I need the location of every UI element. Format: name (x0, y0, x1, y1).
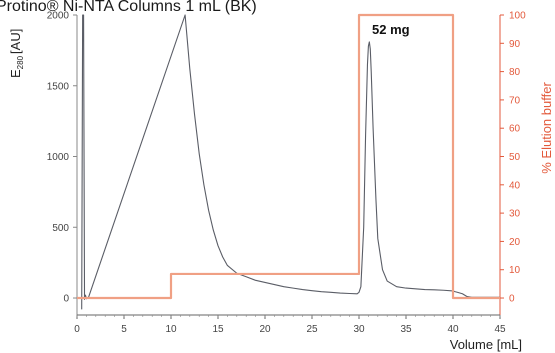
plot-area (76, 15, 501, 316)
series-layer (77, 13, 500, 310)
elution-buffer-line (77, 13, 500, 300)
x-tick-label: 25 (306, 324, 318, 335)
left-y-axis-label-unit: [AU] (8, 29, 23, 54)
right-y-tick-label: 50 (509, 152, 521, 163)
x-tick-label: 45 (494, 324, 506, 335)
left-y-tick-label: 0 (63, 294, 69, 305)
x-tick-label: 40 (447, 324, 459, 335)
right-y-ticks: 0 10 20 30 40 50 60 70 80 90 100 (500, 11, 526, 305)
left-y-tick-label: 500 (52, 223, 69, 234)
x-axis-label: Volume [mL] (450, 337, 522, 352)
left-y-axis-label: E280[AU] (8, 29, 25, 78)
left-y-ticks: 0 500 1000 1500 2000 (47, 11, 77, 305)
x-tick-label: 0 (74, 324, 80, 335)
x-ticks: 0 5 10 15 20 25 30 35 40 45 (74, 315, 506, 335)
right-y-tick-label: 60 (509, 124, 521, 135)
right-y-tick-label: 80 (509, 67, 521, 78)
left-y-tick-label: 1500 (47, 81, 70, 92)
right-y-tick-label: 0 (509, 294, 515, 305)
right-y-tick-label: 30 (509, 209, 521, 220)
left-y-tick-label: 1000 (47, 152, 70, 163)
right-y-tick-label: 40 (509, 180, 521, 191)
x-tick-label: 5 (121, 324, 127, 335)
x-tick-label: 15 (212, 324, 224, 335)
right-y-tick-label: 70 (509, 95, 521, 106)
chart-title: Protino® Ni-NTA Columns 1 mL (BK) (0, 0, 257, 15)
x-tick-label: 35 (400, 324, 412, 335)
left-y-axis-label-main: E (8, 69, 23, 78)
x-tick-label: 20 (259, 324, 271, 335)
right-y-tick-label: 20 (509, 237, 521, 248)
right-y-axis-label: % Elution buffer (539, 82, 554, 174)
right-y-tick-label: 100 (509, 11, 526, 22)
x-tick-label: 30 (353, 324, 365, 335)
right-y-tick-label: 90 (509, 39, 521, 50)
x-tick-label: 10 (165, 324, 177, 335)
left-y-tick-label: 2000 (47, 11, 70, 22)
absorbance-line (81, 14, 500, 310)
annotation-label: 52 mg (372, 22, 410, 37)
right-y-tick-label: 10 (509, 265, 521, 276)
left-y-axis-label-sub: 280 (16, 55, 25, 69)
